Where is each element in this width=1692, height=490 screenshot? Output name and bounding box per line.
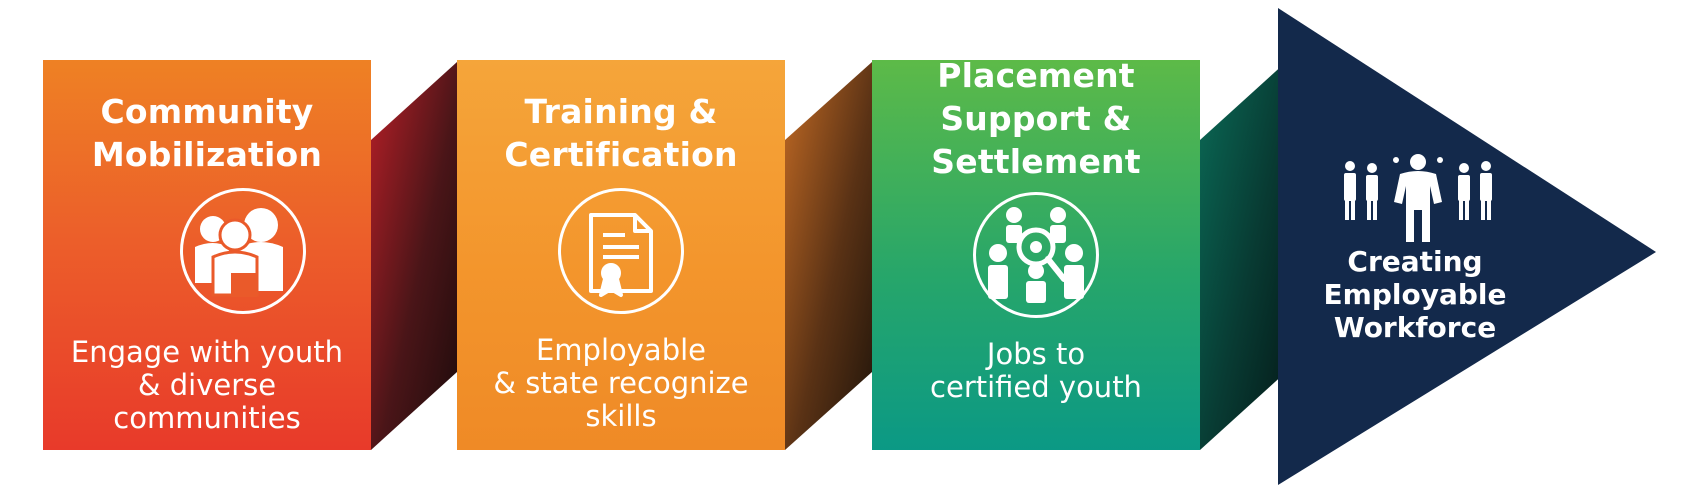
- step-description: Jobs to certified youth: [872, 338, 1200, 404]
- connector-fold-3: [1200, 62, 1286, 450]
- outcome-title: Creating Employable Workforce: [1290, 245, 1540, 344]
- outcome-title-line: Workforce: [1333, 311, 1497, 344]
- step-title-line: Community: [100, 92, 314, 131]
- step-desc-line: skills: [585, 399, 657, 433]
- workforce-leader-icon: [1344, 154, 1492, 242]
- step-desc-line: communities: [113, 401, 301, 435]
- step-title-line: Certification: [504, 135, 738, 174]
- people-search-icon: [973, 192, 1099, 318]
- step-description: Engage with youth & diverse communities: [43, 336, 371, 435]
- step-desc-line: Employable: [535, 333, 707, 367]
- step-title: Placement Support & Settlement: [872, 54, 1200, 183]
- step-title: Training & Certification: [457, 90, 785, 176]
- community-group-icon: [180, 188, 306, 314]
- step-title-line: Support &: [940, 99, 1132, 138]
- certificate-icon: [558, 188, 684, 314]
- outcome-arrow: [1278, 8, 1656, 485]
- outcome-title-line: Employable: [1323, 278, 1507, 311]
- step-placement-support-settlement: Placement Support & Settlement Jobs to c…: [872, 56, 1200, 450]
- outcome-title-line: Creating: [1347, 245, 1483, 278]
- step-desc-line: Jobs to: [986, 337, 1086, 371]
- step-desc-line: certified youth: [930, 370, 1142, 404]
- step-description: Employable & state recognize skills: [457, 334, 785, 433]
- step-desc-line: & state recognize: [493, 366, 749, 400]
- step-title-line: Training &: [524, 92, 718, 131]
- step-title-line: Settlement: [931, 142, 1141, 181]
- step-title: Community Mobilization: [43, 90, 371, 176]
- step-title-line: Mobilization: [91, 135, 323, 174]
- connector-fold-2: [785, 62, 872, 450]
- step-desc-line: & diverse: [137, 368, 277, 402]
- step-training-certification: Training & Certification Employable & st…: [457, 60, 785, 450]
- step-title-line: Placement: [937, 56, 1135, 95]
- step-desc-line: Engage with youth: [70, 335, 344, 369]
- connector-fold-1: [371, 62, 457, 450]
- step-community-mobilization: Community Mobilization Engage with youth…: [43, 60, 371, 450]
